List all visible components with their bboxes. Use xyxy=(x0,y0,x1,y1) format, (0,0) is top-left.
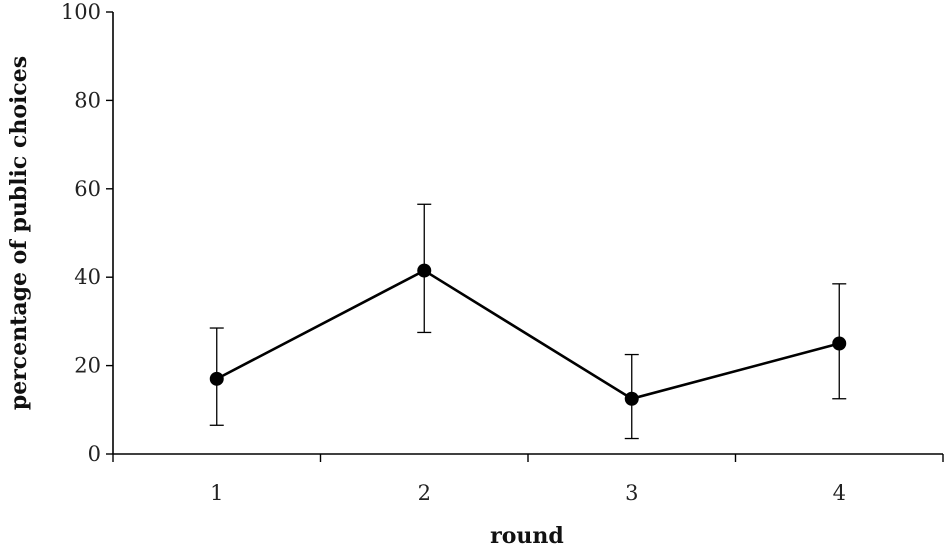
data-point xyxy=(417,263,432,278)
y-tick-label: 60 xyxy=(74,177,101,201)
x-tick-label: 2 xyxy=(418,481,431,505)
x-tick-label: 1 xyxy=(210,481,223,505)
y-tick-label: 100 xyxy=(61,0,101,24)
data-markers xyxy=(209,263,847,406)
y-axis-title: percentage of public choices xyxy=(6,56,32,410)
y-tick-label: 40 xyxy=(74,265,101,289)
x-tick-label: 3 xyxy=(625,481,638,505)
y-tick-label: 20 xyxy=(74,354,101,378)
y-tick-labels: 0 20 40 60 80 100 xyxy=(61,0,101,466)
axes xyxy=(106,11,944,462)
data-point xyxy=(624,391,639,406)
x-tick-labels: 1 2 3 4 xyxy=(210,481,846,505)
y-tick-label: 0 xyxy=(88,442,101,466)
error-bars xyxy=(209,203,847,440)
y-tick-label: 80 xyxy=(74,88,101,112)
series-lines xyxy=(216,269,840,401)
x-tick-label: 4 xyxy=(833,481,846,505)
x-axis-title: round xyxy=(490,523,564,546)
data-point xyxy=(832,336,847,351)
data-point xyxy=(209,371,224,386)
series-line xyxy=(216,269,840,401)
